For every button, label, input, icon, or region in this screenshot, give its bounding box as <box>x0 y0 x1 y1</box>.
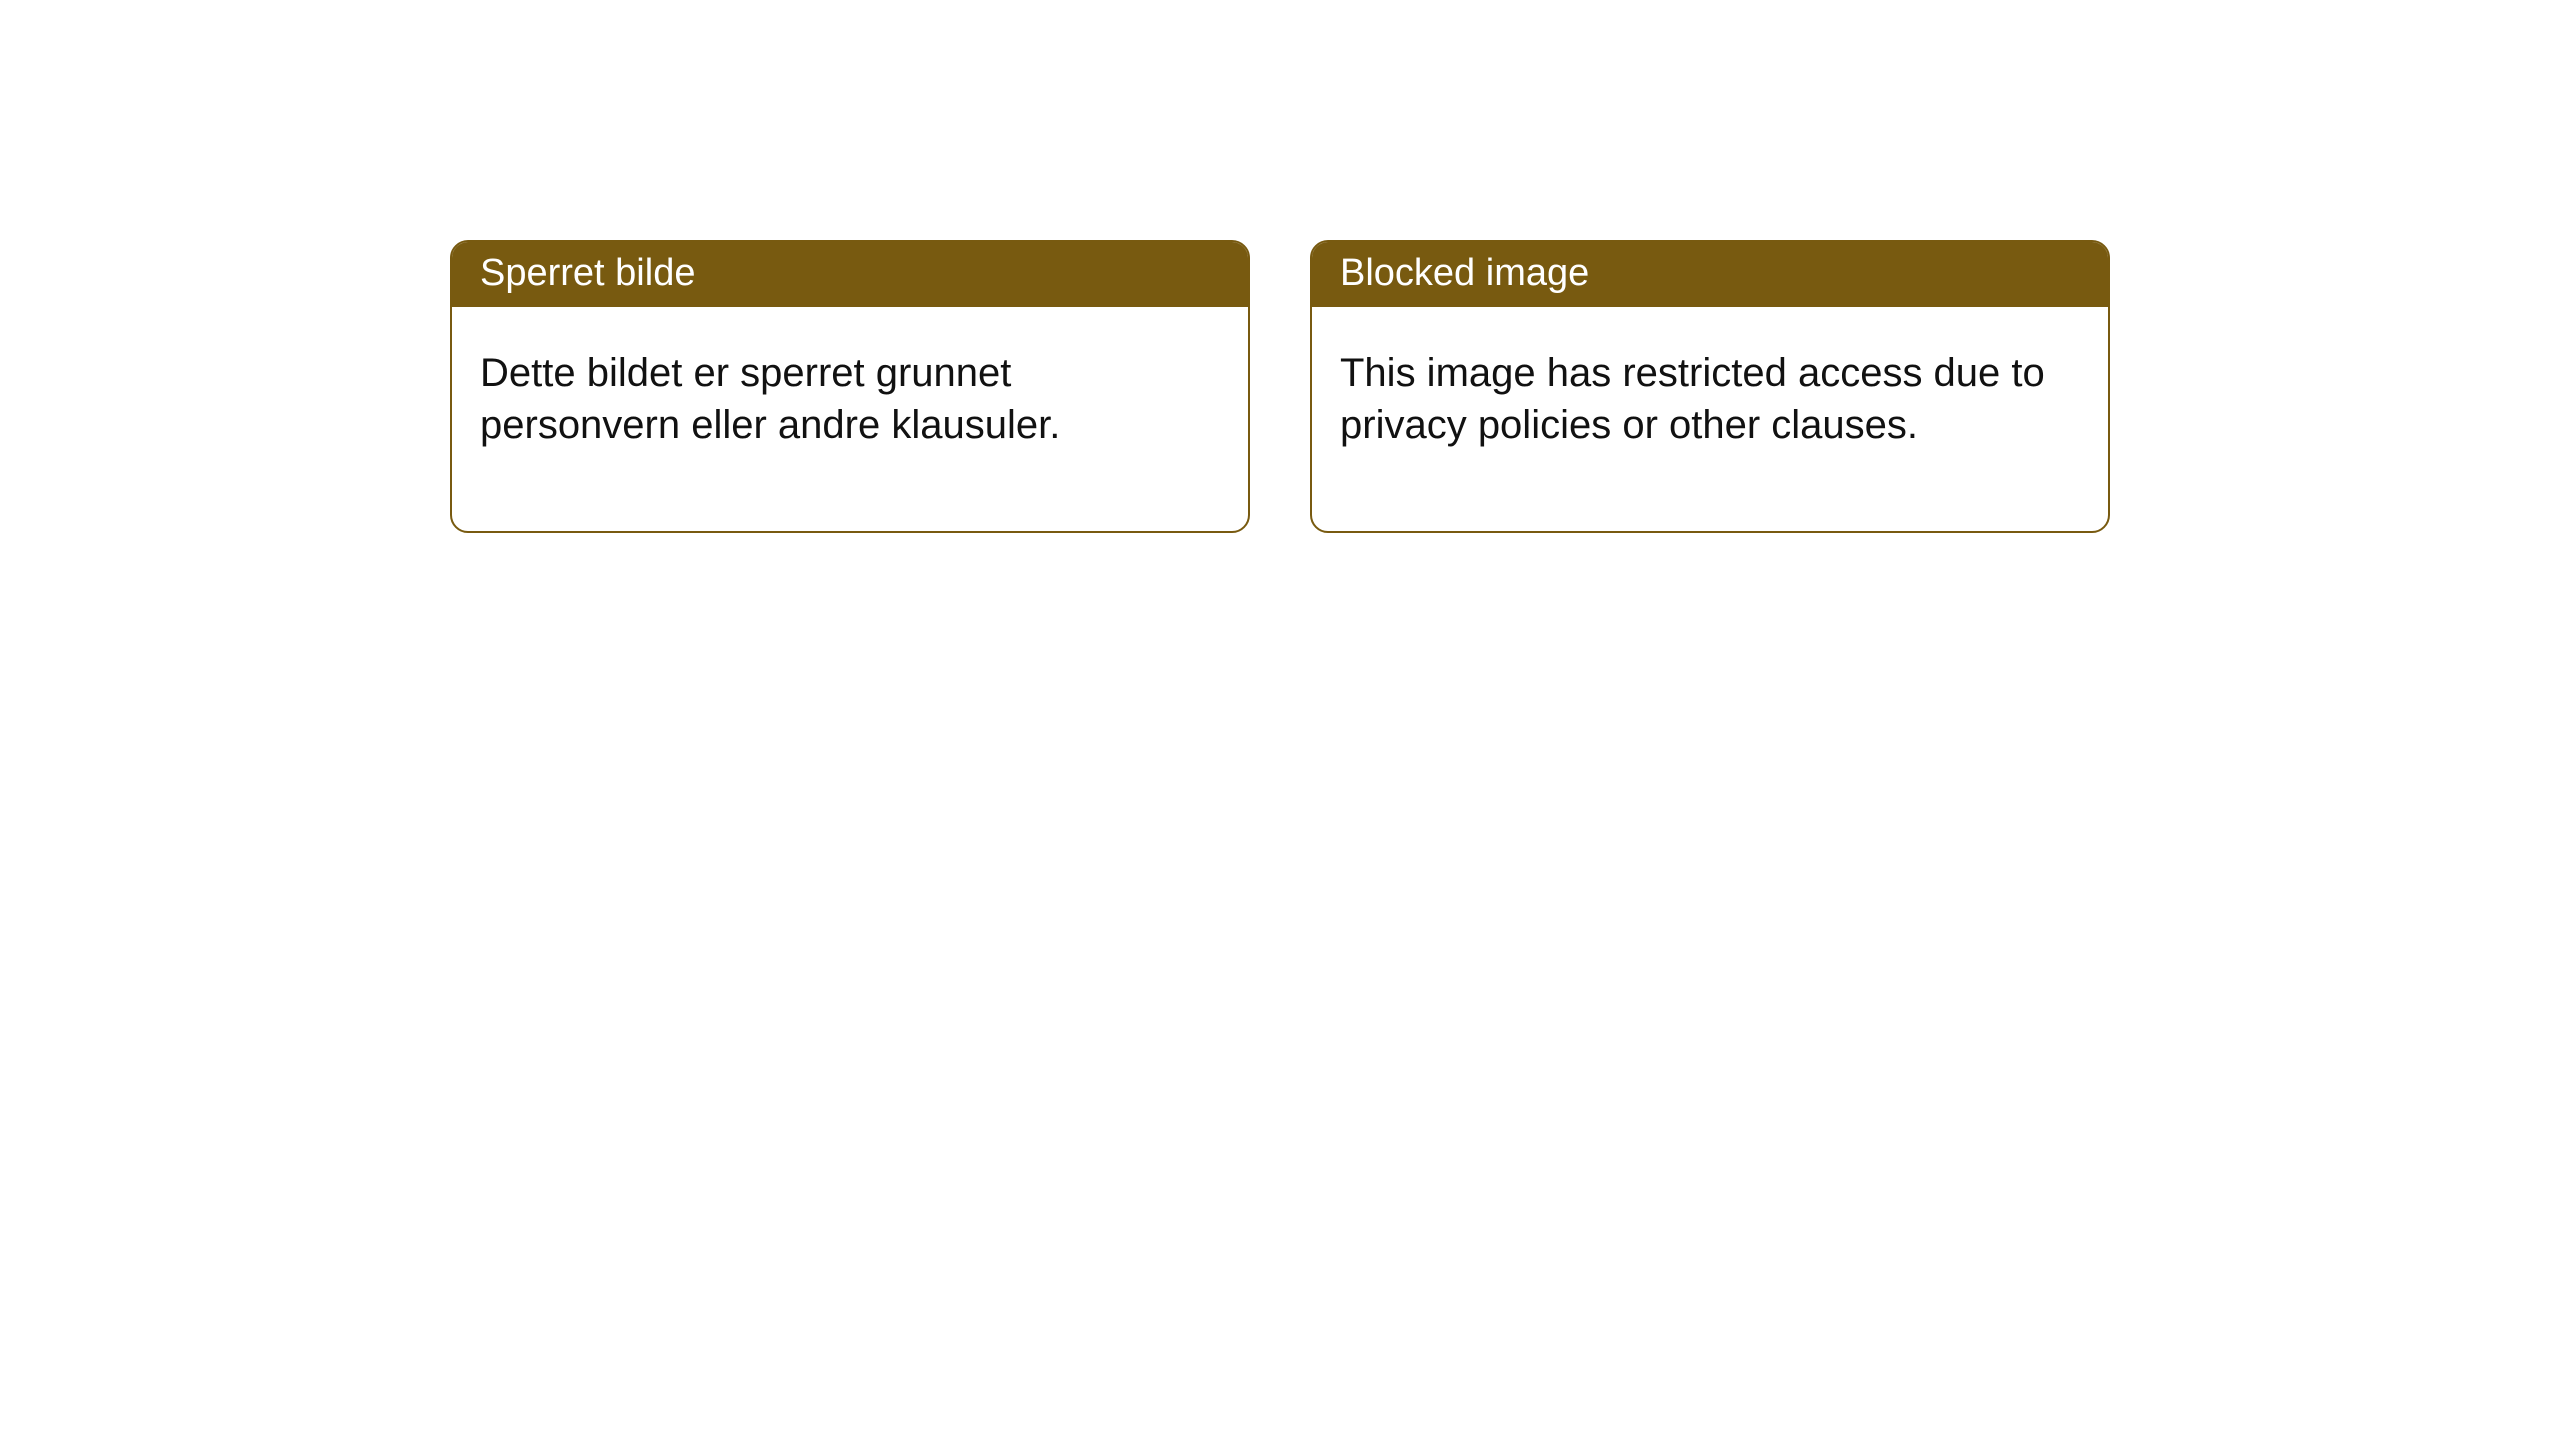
notice-container: Sperret bilde Dette bildet er sperret gr… <box>0 0 2560 533</box>
notice-header: Blocked image <box>1312 242 2108 307</box>
notice-header: Sperret bilde <box>452 242 1248 307</box>
notice-body: This image has restricted access due to … <box>1312 307 2108 531</box>
notice-card-english: Blocked image This image has restricted … <box>1310 240 2110 533</box>
notice-body: Dette bildet er sperret grunnet personve… <box>452 307 1248 531</box>
notice-card-norwegian: Sperret bilde Dette bildet er sperret gr… <box>450 240 1250 533</box>
